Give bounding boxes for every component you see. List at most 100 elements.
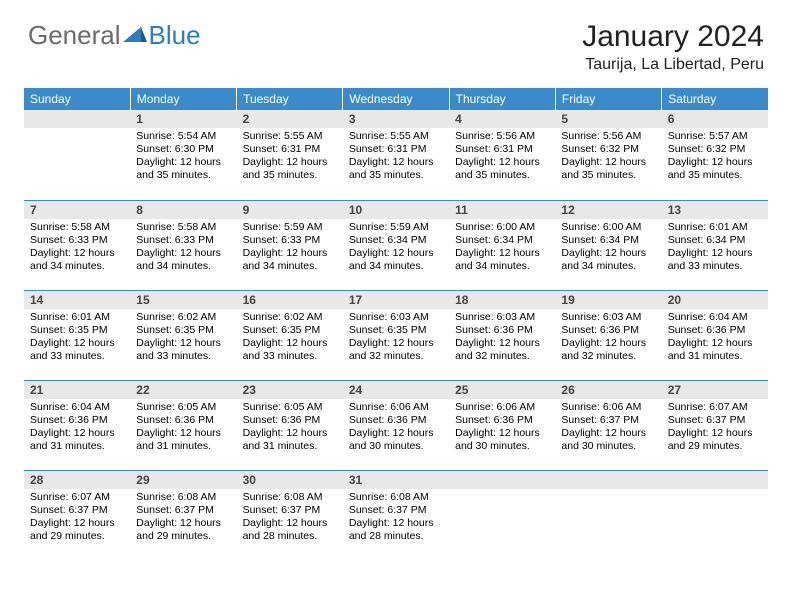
sunrise-text: Sunrise: 5:56 AM [561, 130, 655, 143]
logo-text-general: General [28, 20, 121, 51]
day-number: 19 [555, 291, 661, 309]
calendar-cell [24, 110, 130, 200]
sunset-text: Sunset: 6:33 PM [243, 234, 337, 247]
calendar-cell: 22Sunrise: 6:05 AMSunset: 6:36 PMDayligh… [130, 380, 236, 470]
sunset-text: Sunset: 6:37 PM [243, 504, 337, 517]
calendar-cell: 29Sunrise: 6:08 AMSunset: 6:37 PMDayligh… [130, 470, 236, 562]
daylight-text: Daylight: 12 hours and 28 minutes. [243, 517, 337, 543]
weekday-header: Tuesday [237, 88, 343, 110]
sunset-text: Sunset: 6:33 PM [136, 234, 230, 247]
location-text: Taurija, La Libertad, Peru [582, 56, 764, 74]
calendar-cell: 3Sunrise: 5:55 AMSunset: 6:31 PMDaylight… [343, 110, 449, 200]
daylight-text: Daylight: 12 hours and 29 minutes. [30, 517, 124, 543]
day-number: 9 [237, 201, 343, 219]
calendar-row: 7Sunrise: 5:58 AMSunset: 6:33 PMDaylight… [24, 200, 768, 290]
day-number: 15 [130, 291, 236, 309]
daylight-text: Daylight: 12 hours and 31 minutes. [30, 427, 124, 453]
day-details: Sunrise: 6:03 AMSunset: 6:36 PMDaylight:… [555, 309, 661, 368]
calendar-cell: 20Sunrise: 6:04 AMSunset: 6:36 PMDayligh… [662, 290, 768, 380]
sunrise-text: Sunrise: 6:03 AM [455, 311, 549, 324]
calendar-cell: 5Sunrise: 5:56 AMSunset: 6:32 PMDaylight… [555, 110, 661, 200]
sunset-text: Sunset: 6:31 PM [349, 143, 443, 156]
calendar-table: Sunday Monday Tuesday Wednesday Thursday… [24, 88, 768, 562]
daylight-text: Daylight: 12 hours and 31 minutes. [243, 427, 337, 453]
calendar-cell [662, 470, 768, 562]
calendar-cell: 7Sunrise: 5:58 AMSunset: 6:33 PMDaylight… [24, 200, 130, 290]
calendar-cell: 12Sunrise: 6:00 AMSunset: 6:34 PMDayligh… [555, 200, 661, 290]
sunrise-text: Sunrise: 6:00 AM [455, 221, 549, 234]
sunrise-text: Sunrise: 6:00 AM [561, 221, 655, 234]
daylight-text: Daylight: 12 hours and 34 minutes. [30, 247, 124, 273]
day-details: Sunrise: 6:06 AMSunset: 6:37 PMDaylight:… [555, 399, 661, 458]
daylight-text: Daylight: 12 hours and 30 minutes. [455, 427, 549, 453]
calendar-cell: 18Sunrise: 6:03 AMSunset: 6:36 PMDayligh… [449, 290, 555, 380]
day-details: Sunrise: 5:55 AMSunset: 6:31 PMDaylight:… [237, 128, 343, 187]
calendar-cell: 30Sunrise: 6:08 AMSunset: 6:37 PMDayligh… [237, 470, 343, 562]
sunrise-text: Sunrise: 6:02 AM [136, 311, 230, 324]
day-number: 13 [662, 201, 768, 219]
day-number: 1 [130, 110, 236, 128]
calendar-cell: 19Sunrise: 6:03 AMSunset: 6:36 PMDayligh… [555, 290, 661, 380]
daylight-text: Daylight: 12 hours and 34 minutes. [136, 247, 230, 273]
sunrise-text: Sunrise: 5:56 AM [455, 130, 549, 143]
sunrise-text: Sunrise: 6:02 AM [243, 311, 337, 324]
daylight-text: Daylight: 12 hours and 32 minutes. [349, 337, 443, 363]
day-details: Sunrise: 6:08 AMSunset: 6:37 PMDaylight:… [343, 489, 449, 548]
day-number: 5 [555, 110, 661, 128]
sunset-text: Sunset: 6:36 PM [243, 414, 337, 427]
sunset-text: Sunset: 6:35 PM [243, 324, 337, 337]
title-block: January 2024 Taurija, La Libertad, Peru [582, 20, 764, 74]
sunset-text: Sunset: 6:32 PM [668, 143, 762, 156]
daylight-text: Daylight: 12 hours and 34 minutes. [349, 247, 443, 273]
sunset-text: Sunset: 6:32 PM [561, 143, 655, 156]
daylight-text: Daylight: 12 hours and 29 minutes. [136, 517, 230, 543]
calendar-cell [555, 470, 661, 562]
sunrise-text: Sunrise: 5:57 AM [668, 130, 762, 143]
sunset-text: Sunset: 6:36 PM [30, 414, 124, 427]
daylight-text: Daylight: 12 hours and 34 minutes. [455, 247, 549, 273]
sunrise-text: Sunrise: 5:55 AM [349, 130, 443, 143]
day-number: 11 [449, 201, 555, 219]
sunrise-text: Sunrise: 5:59 AM [349, 221, 443, 234]
day-number: 27 [662, 381, 768, 399]
sunset-text: Sunset: 6:36 PM [349, 414, 443, 427]
sunset-text: Sunset: 6:30 PM [136, 143, 230, 156]
sunrise-text: Sunrise: 5:59 AM [243, 221, 337, 234]
daylight-text: Daylight: 12 hours and 35 minutes. [349, 156, 443, 182]
day-number: 6 [662, 110, 768, 128]
calendar-cell: 13Sunrise: 6:01 AMSunset: 6:34 PMDayligh… [662, 200, 768, 290]
day-number: 8 [130, 201, 236, 219]
weekday-header: Saturday [662, 88, 768, 110]
day-details: Sunrise: 6:03 AMSunset: 6:35 PMDaylight:… [343, 309, 449, 368]
day-number: 28 [24, 471, 130, 489]
day-details: Sunrise: 5:58 AMSunset: 6:33 PMDaylight:… [130, 219, 236, 278]
sunrise-text: Sunrise: 6:01 AM [30, 311, 124, 324]
day-details: Sunrise: 6:04 AMSunset: 6:36 PMDaylight:… [24, 399, 130, 458]
logo-triangle-icon [123, 27, 147, 45]
day-number: 26 [555, 381, 661, 399]
sunset-text: Sunset: 6:37 PM [349, 504, 443, 517]
daylight-text: Daylight: 12 hours and 31 minutes. [136, 427, 230, 453]
daylight-text: Daylight: 12 hours and 31 minutes. [668, 337, 762, 363]
sunrise-text: Sunrise: 6:06 AM [455, 401, 549, 414]
day-number: 17 [343, 291, 449, 309]
empty-daynum [24, 110, 130, 128]
sunset-text: Sunset: 6:36 PM [668, 324, 762, 337]
day-details: Sunrise: 6:04 AMSunset: 6:36 PMDaylight:… [662, 309, 768, 368]
day-number: 7 [24, 201, 130, 219]
sunrise-text: Sunrise: 6:03 AM [349, 311, 443, 324]
sunrise-text: Sunrise: 5:58 AM [136, 221, 230, 234]
calendar-row: 21Sunrise: 6:04 AMSunset: 6:36 PMDayligh… [24, 380, 768, 470]
calendar-cell: 1Sunrise: 5:54 AMSunset: 6:30 PMDaylight… [130, 110, 236, 200]
sunset-text: Sunset: 6:36 PM [455, 414, 549, 427]
day-details: Sunrise: 5:55 AMSunset: 6:31 PMDaylight:… [343, 128, 449, 187]
weekday-header: Thursday [449, 88, 555, 110]
calendar-cell [449, 470, 555, 562]
sunset-text: Sunset: 6:34 PM [561, 234, 655, 247]
daylight-text: Daylight: 12 hours and 30 minutes. [349, 427, 443, 453]
calendar-cell: 21Sunrise: 6:04 AMSunset: 6:36 PMDayligh… [24, 380, 130, 470]
day-details: Sunrise: 6:07 AMSunset: 6:37 PMDaylight:… [24, 489, 130, 548]
day-details: Sunrise: 6:08 AMSunset: 6:37 PMDaylight:… [237, 489, 343, 548]
sunrise-text: Sunrise: 6:03 AM [561, 311, 655, 324]
calendar-cell: 8Sunrise: 5:58 AMSunset: 6:33 PMDaylight… [130, 200, 236, 290]
